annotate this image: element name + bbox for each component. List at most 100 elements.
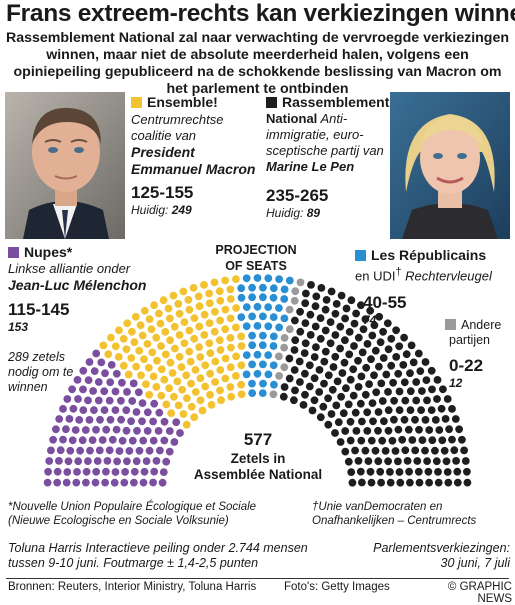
seat-dot	[248, 341, 257, 350]
seat-dot	[142, 380, 150, 388]
seat-dot	[117, 415, 125, 424]
seat-dot	[463, 467, 471, 476]
seat-dot	[132, 408, 141, 416]
seat-dot	[185, 347, 194, 356]
seat-dot	[321, 305, 330, 314]
seat-dot	[346, 436, 355, 445]
seat-dot	[414, 349, 423, 358]
seat-dot	[269, 390, 278, 399]
seat-dot	[285, 305, 294, 314]
seat-dot	[384, 388, 392, 396]
seat-dot	[400, 415, 409, 424]
seat-dot	[226, 285, 235, 294]
seat-dot	[74, 395, 82, 403]
seat-dot	[357, 372, 366, 381]
seat-dot	[62, 425, 70, 434]
seat-dot	[395, 342, 404, 351]
seat-dot	[259, 360, 267, 369]
seat-dot	[134, 388, 143, 397]
seat-dot	[354, 333, 363, 342]
seat-dot	[407, 341, 416, 350]
seat-dot	[72, 478, 81, 487]
seat-dot	[127, 354, 136, 362]
seat-dot	[296, 327, 305, 336]
seat-dot	[185, 326, 194, 335]
lr-block: Les Républicains en UDI† Rechtervleugel …	[355, 247, 513, 327]
seat-dot	[237, 380, 246, 389]
lr-swatch	[355, 250, 366, 261]
seat-dot	[237, 313, 246, 321]
seat-dot	[253, 302, 262, 311]
seat-dot	[341, 314, 349, 323]
seat-dot	[132, 362, 141, 371]
seat-dot	[371, 346, 380, 355]
seat-dot	[112, 425, 121, 434]
seat-dot	[206, 390, 214, 399]
seat-dot	[237, 361, 246, 370]
seat-dot	[152, 383, 161, 391]
seat-dot	[463, 478, 472, 487]
seat-dot	[361, 390, 370, 399]
seat-dot	[440, 446, 449, 455]
seat-dot	[341, 427, 350, 435]
seat-dot	[345, 350, 354, 359]
seat-dot	[290, 366, 299, 374]
seat-dot	[253, 274, 262, 282]
seat-dot	[280, 314, 289, 323]
seat-dot	[150, 467, 159, 476]
seat-dot	[316, 413, 325, 422]
seat-dot	[156, 319, 165, 328]
seat-dot	[101, 369, 109, 378]
seat-dot	[84, 376, 93, 384]
seat-dot	[280, 343, 288, 352]
seat-dot	[290, 296, 299, 305]
seat-dot	[432, 457, 441, 466]
seat-dot	[187, 379, 195, 388]
seat-dot	[200, 281, 208, 289]
seat-dot	[78, 436, 87, 445]
seat-dot	[211, 357, 220, 366]
seat-dot	[226, 314, 235, 323]
seat-dot	[177, 363, 186, 371]
seat-dot	[201, 361, 210, 370]
seat-dot	[248, 283, 256, 292]
seat-dot	[195, 302, 204, 311]
seat-dot	[358, 348, 367, 357]
seat-dot	[107, 361, 116, 369]
seat-dot	[346, 417, 355, 426]
seat-dot	[63, 468, 72, 476]
seat-dot	[428, 385, 436, 394]
seat-dot	[414, 467, 423, 476]
seat-dot	[428, 436, 437, 445]
seat-dot	[365, 380, 373, 388]
seat-dot	[363, 408, 372, 417]
seat-dot	[418, 387, 426, 395]
seat-dot	[368, 331, 377, 340]
seat-dot	[232, 372, 240, 380]
seat-dot	[175, 309, 184, 318]
seat-dot	[264, 370, 273, 379]
seat-dot	[380, 417, 388, 426]
seat-dot	[139, 436, 148, 445]
seat-dot	[190, 314, 199, 322]
nupes-description: Linkse alliantie onder	[8, 261, 131, 276]
seat-dot	[165, 447, 174, 456]
seat-dot	[290, 396, 298, 405]
seat-dot	[342, 304, 351, 313]
seat-dot	[431, 416, 440, 424]
seat-dot	[443, 395, 452, 403]
seat-dot	[375, 362, 383, 371]
seat-dot	[180, 318, 189, 326]
seat-dot	[367, 478, 376, 487]
seat-dot	[320, 357, 329, 366]
ensemble-range: 125-155	[131, 183, 194, 202]
seat-dot	[337, 291, 346, 300]
seat-dot	[258, 389, 267, 397]
seat-dot	[453, 478, 462, 487]
seat-dot	[310, 353, 319, 361]
seat-dot	[133, 426, 141, 435]
seat-dot	[345, 328, 354, 336]
seat-dot	[367, 436, 376, 445]
seat-dot	[438, 436, 447, 445]
seat-dots	[43, 274, 472, 487]
